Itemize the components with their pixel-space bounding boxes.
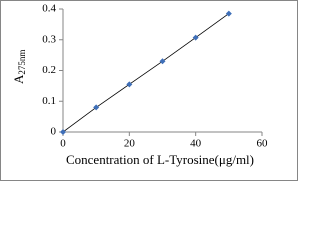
data-point [60,129,66,135]
chart-border [0,0,298,181]
chart: Concentration of L-Tyrosine(μg/ml) A275n… [0,0,298,181]
y-tick-label: 0.1 [42,95,56,107]
y-tick-label: 0 [51,126,57,138]
x-tick-label: 60 [257,138,269,150]
y-tick-label: 0.2 [42,64,56,76]
data-point [192,34,199,41]
data-point [126,81,133,88]
y-axis-label-sub: 275nm [17,50,27,75]
x-axis-label: Concentration of L-Tyrosine(μg/ml) [66,152,254,167]
y-tick-label: 0.4 [42,3,56,15]
y-axis-label-group: A275nm [11,50,27,84]
y-axis-label-main: A [11,74,26,84]
data-point [159,58,166,65]
page: {"chart_data": {"type": "scatter", "xlab… [0,0,298,181]
x-tick-label: 40 [190,138,202,150]
data-point [225,10,232,17]
y-tick-label: 0.3 [42,33,56,45]
y-axis-label: A275nm [11,50,27,84]
x-tick-label: 20 [124,138,136,150]
x-tick-label: 0 [60,138,66,150]
data-point [93,104,100,111]
trend-line [62,13,230,133]
